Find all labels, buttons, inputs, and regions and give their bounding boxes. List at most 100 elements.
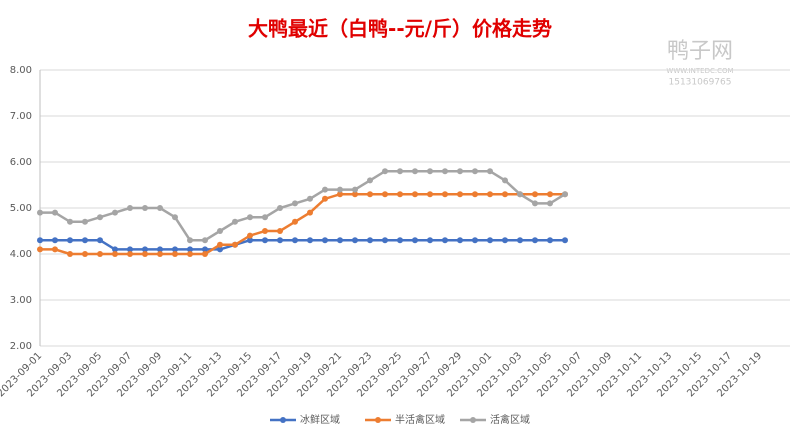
data-point [352,191,358,198]
data-point [202,251,208,257]
data-point [487,168,493,175]
data-point [52,246,58,253]
data-point [97,214,103,221]
data-point [532,237,538,244]
data-point [397,191,403,198]
data-point [157,246,163,253]
legend-marker [470,417,476,423]
data-point [202,246,208,253]
data-point [127,251,133,257]
y-tick-label: 3.00 [10,295,32,306]
data-point [562,191,568,198]
data-point [52,209,58,216]
data-point [217,241,223,248]
data-point [67,251,73,257]
data-point [172,251,178,257]
data-point [232,218,238,225]
data-point [502,177,508,184]
data-point [547,237,553,244]
data-point [157,251,163,257]
data-point [442,191,448,198]
data-point [472,191,478,198]
legend-label: 活禽区域 [490,413,530,426]
data-point [442,168,448,175]
data-point [172,214,178,221]
data-point [112,251,118,257]
data-point [172,246,178,253]
data-point [337,186,343,193]
data-point [202,237,208,244]
data-point [82,218,88,225]
data-point [307,209,313,216]
data-point [502,191,508,198]
watermark: 15131069765 [669,78,732,88]
watermark: 鸭子网 [667,39,733,64]
data-point [547,200,553,207]
data-point [457,191,463,198]
data-point [127,246,133,253]
data-point [322,195,328,202]
data-point [547,191,553,198]
data-point [142,205,148,211]
data-point [532,200,538,207]
data-point [112,209,118,216]
data-point [397,237,403,244]
data-point [457,237,463,244]
data-point [247,214,253,221]
y-tick-label: 6.00 [10,157,32,168]
data-point [472,237,478,244]
data-point [82,251,88,257]
data-point [532,191,538,198]
data-point [352,237,358,244]
data-point [142,251,148,257]
y-tick-label: 5.00 [10,203,32,214]
data-point [262,214,268,221]
data-point [517,191,523,198]
data-point [367,177,373,184]
data-point [382,191,388,198]
data-point [397,168,403,175]
data-point [247,232,253,239]
data-point [412,191,418,198]
legend-label: 冰鲜区域 [300,413,340,426]
data-point [262,237,268,244]
data-point [427,191,433,198]
data-point [442,237,448,244]
data-point [502,237,508,244]
legend-marker [375,417,381,423]
data-point [52,237,58,244]
data-point [247,237,253,244]
data-point [487,191,493,198]
data-point [187,251,193,257]
data-point [337,237,343,244]
data-point [517,237,523,244]
data-point [217,228,223,234]
data-point [277,205,283,211]
data-point [187,237,193,244]
data-point [427,168,433,175]
legend-marker [280,417,286,423]
watermark: WWW.INTEDC.COM [666,67,733,75]
y-tick-label: 7.00 [10,111,32,122]
data-point [472,168,478,175]
data-point [97,251,103,257]
data-point [157,205,163,211]
legend-label: 半活禽区域 [395,413,445,426]
data-point [412,237,418,244]
data-point [142,246,148,253]
data-point [322,237,328,244]
y-tick-label: 4.00 [10,249,32,260]
data-point [292,218,298,225]
data-point [277,237,283,244]
data-point [337,191,343,198]
data-point [277,228,283,234]
data-point [322,186,328,193]
data-point [112,246,118,253]
data-point [382,237,388,244]
data-point [307,237,313,244]
data-point [37,209,43,216]
data-point [232,241,238,248]
data-point [562,237,568,244]
